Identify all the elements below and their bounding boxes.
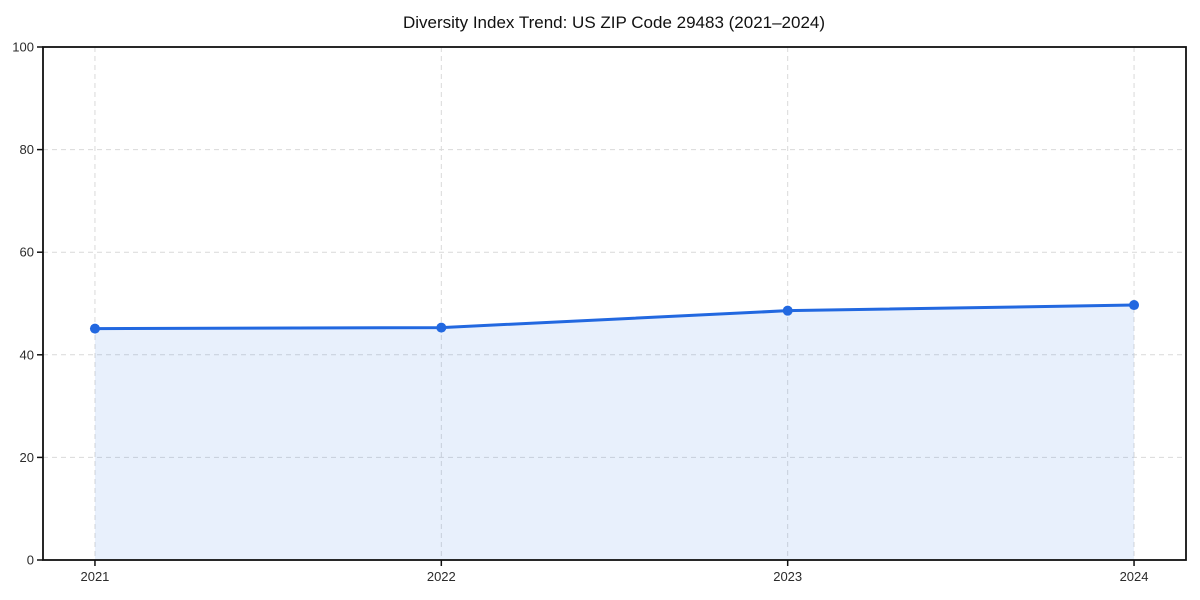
data-point: [89, 323, 100, 334]
x-tick-label: 2022: [427, 569, 456, 584]
x-tick-label: 2021: [80, 569, 109, 584]
data-point: [1129, 300, 1140, 311]
y-tick-label: 40: [20, 347, 34, 362]
y-tick-label: 80: [20, 142, 34, 157]
data-point: [436, 322, 447, 333]
plot-border: [42, 46, 1187, 561]
x-tick-label: 2023: [773, 569, 802, 584]
data-point: [782, 305, 793, 316]
y-tick-label: 60: [20, 245, 34, 260]
y-tick-label: 100: [12, 40, 34, 55]
axis-layer: 0 20 40 60 80 100 2021 2022 2023 2024: [12, 40, 1187, 584]
chart-title: Diversity Index Trend: US ZIP Code 29483…: [403, 13, 825, 32]
y-tick-label: 20: [20, 450, 34, 465]
x-tick-label: 2024: [1120, 569, 1149, 584]
trend-line: [93, 303, 1136, 331]
series-layer: [89, 300, 1140, 560]
area-fill: [94, 305, 1135, 560]
grid-layer: [43, 47, 1186, 560]
y-tick-label: 0: [27, 553, 34, 568]
